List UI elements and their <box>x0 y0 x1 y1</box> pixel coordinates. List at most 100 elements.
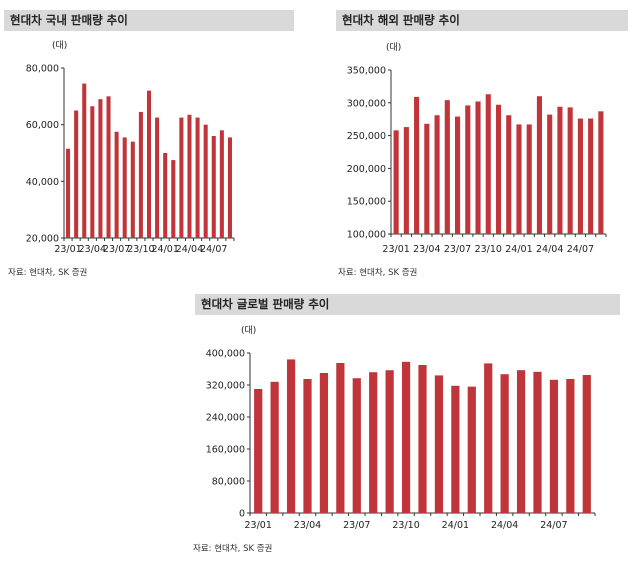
bar <box>465 105 471 234</box>
bar <box>254 389 263 513</box>
bar <box>203 124 208 238</box>
x-tick-label: 23/10 <box>475 244 502 255</box>
unit-label: (대) <box>386 42 401 53</box>
y-tick-label: 100,000 <box>347 230 386 241</box>
chart-title: 현대차 해외 판매량 추이 <box>336 10 628 31</box>
bar <box>401 361 411 513</box>
bar <box>66 148 71 238</box>
chart-source: 자료: 현대차, SK 증권 <box>338 268 418 278</box>
bar <box>566 379 575 513</box>
bar <box>98 99 103 239</box>
bar <box>500 374 509 513</box>
bar <box>582 375 591 513</box>
chart-title: 현대차 글로벌 판매량 추이 <box>195 294 620 315</box>
bar <box>414 96 420 235</box>
y-tick-label: 150,000 <box>347 197 386 208</box>
bar <box>588 118 594 234</box>
bar <box>484 363 493 513</box>
bar <box>475 101 481 234</box>
bar <box>485 94 491 234</box>
bar <box>385 370 394 513</box>
bar <box>122 137 127 238</box>
bar <box>403 127 409 234</box>
bar <box>577 118 583 234</box>
chart-title: 현대차 국내 판매량 추이 <box>4 10 294 31</box>
bar <box>74 110 79 238</box>
x-tick-label: 24/01 <box>442 520 469 531</box>
chart-domestic: 현대차 국내 판매량 추이 (대) 20,000 40,000 60,000 80,00… <box>4 10 294 280</box>
x-tick-label: 24/04 <box>176 244 203 255</box>
unit-label: (대) <box>52 40 67 51</box>
chart-source: 자료: 현대차, SK 증권 <box>193 544 273 554</box>
x-tick-label: 24/07 <box>567 244 594 255</box>
x-tick-label: 23/10 <box>127 244 154 255</box>
bar <box>90 106 95 238</box>
bar <box>82 83 87 238</box>
x-tick-label: 23/07 <box>343 520 370 531</box>
y-tick-label: 350,000 <box>347 66 386 77</box>
bar <box>495 104 502 234</box>
x-tick-label: 24/07 <box>540 520 567 531</box>
x-tick-label: 24/04 <box>536 244 563 255</box>
bar <box>444 100 450 235</box>
y-tick-label: 20,000 <box>26 234 59 245</box>
bar <box>286 359 296 513</box>
x-tick-label: 23/04 <box>294 520 321 531</box>
bar <box>526 124 532 234</box>
x-tick-label: 24/01 <box>151 244 178 255</box>
y-tick-label: 0 <box>239 509 245 520</box>
bar <box>352 378 361 513</box>
bar <box>516 370 526 513</box>
chart-global: 현대차 글로벌 판매량 추이 (대) 0 80,000 160,000 240,000 3… <box>193 294 620 560</box>
unit-label: (대) <box>241 325 256 336</box>
x-tick-label: 24/07 <box>200 244 227 255</box>
bar <box>187 114 192 238</box>
y-tick-label: 400,000 <box>206 349 245 360</box>
bar <box>393 130 399 234</box>
x-tick-label: 23/01 <box>245 520 272 531</box>
bar <box>424 123 430 234</box>
bar <box>106 96 111 238</box>
bar <box>195 117 200 238</box>
x-tick-label: 23/07 <box>444 244 471 255</box>
bar <box>549 379 559 513</box>
bar <box>171 160 176 238</box>
chart-svg: (대) 0 80,000 160,000 240,000 320,000 400,000 23… <box>206 325 596 531</box>
bar <box>163 153 168 238</box>
y-tick-label: 300,000 <box>347 98 386 109</box>
y-tick-label: 200,000 <box>347 164 386 175</box>
bar <box>557 106 563 234</box>
x-tick-label: 23/04 <box>413 244 440 255</box>
bar <box>451 385 460 513</box>
bar <box>567 107 573 234</box>
bar <box>179 117 184 238</box>
bar <box>130 141 135 238</box>
bar <box>369 372 378 513</box>
bar <box>211 136 216 238</box>
bar <box>434 375 444 513</box>
bar <box>434 115 440 234</box>
bar <box>598 111 604 234</box>
bar <box>155 117 160 238</box>
x-tick-label: 24/04 <box>491 520 518 531</box>
x-tick-label: 23/10 <box>392 520 419 531</box>
bar <box>138 111 143 238</box>
chart-overseas: 현대차 해외 판매량 추이 (대) 100,000 150,000 200,000 25… <box>336 10 628 280</box>
bar <box>547 114 553 234</box>
bar <box>418 365 427 513</box>
bar <box>336 363 345 513</box>
bar <box>533 371 542 513</box>
y-tick-label: 160,000 <box>206 445 245 456</box>
bar <box>506 115 512 234</box>
bar <box>270 381 279 513</box>
x-tick-label: 23/04 <box>79 244 106 255</box>
y-tick-label: 320,000 <box>206 381 245 392</box>
bar <box>114 131 119 238</box>
y-tick-label: 80,000 <box>212 477 245 488</box>
bar <box>536 96 543 235</box>
x-tick-label: 23/07 <box>103 244 130 255</box>
y-tick-label: 240,000 <box>206 413 245 424</box>
y-tick-label: 60,000 <box>26 120 59 131</box>
x-tick-label: 24/01 <box>505 244 532 255</box>
bar <box>467 386 476 513</box>
